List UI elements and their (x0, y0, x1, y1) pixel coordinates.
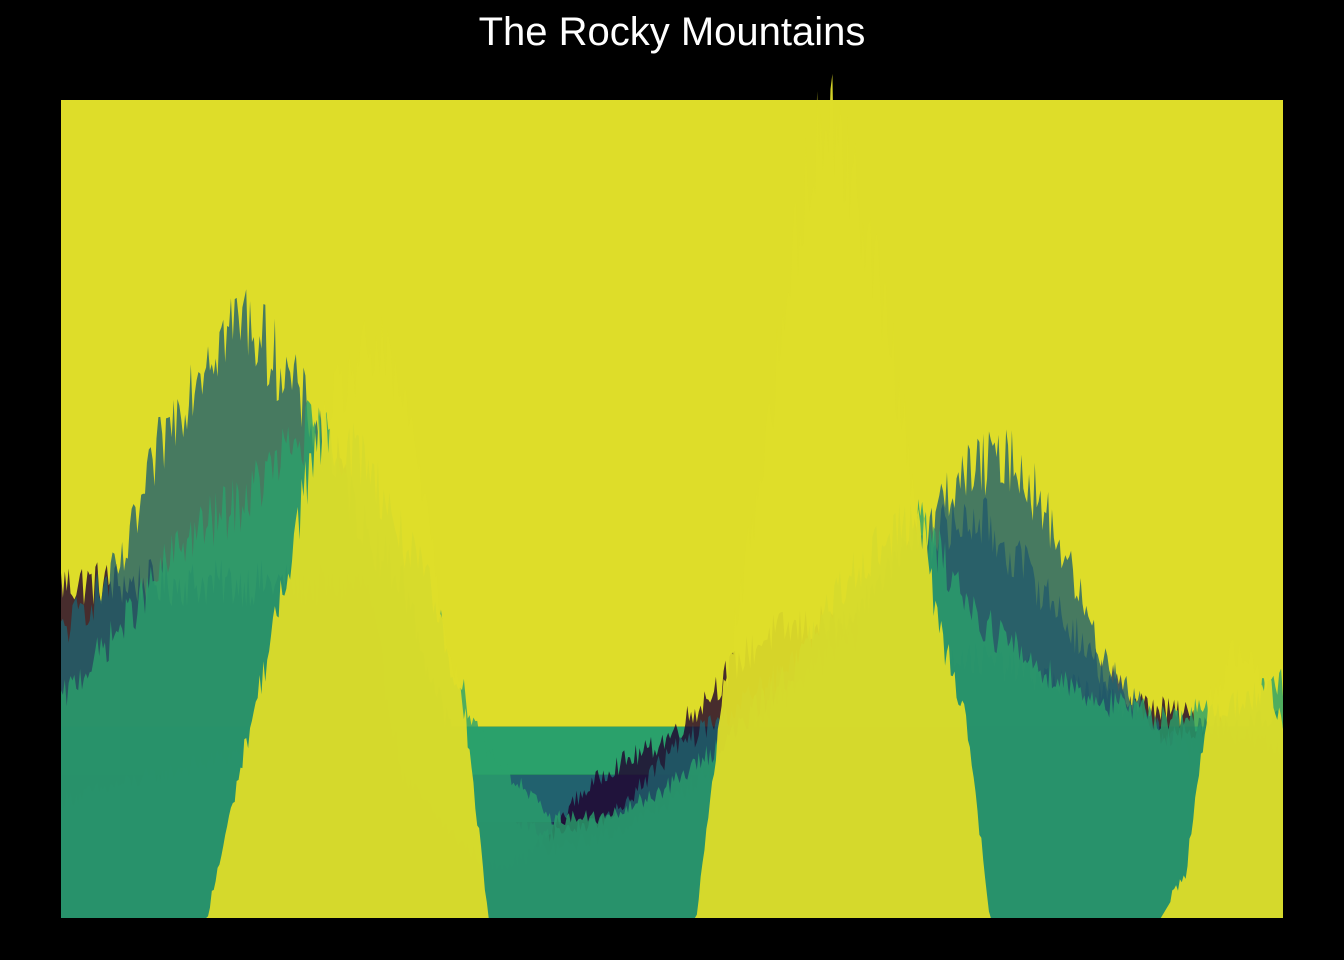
chart-title: The Rocky Mountains (478, 10, 866, 54)
ridge-series-4 (61, 73, 1283, 919)
ridge-layer (61, 73, 1283, 919)
